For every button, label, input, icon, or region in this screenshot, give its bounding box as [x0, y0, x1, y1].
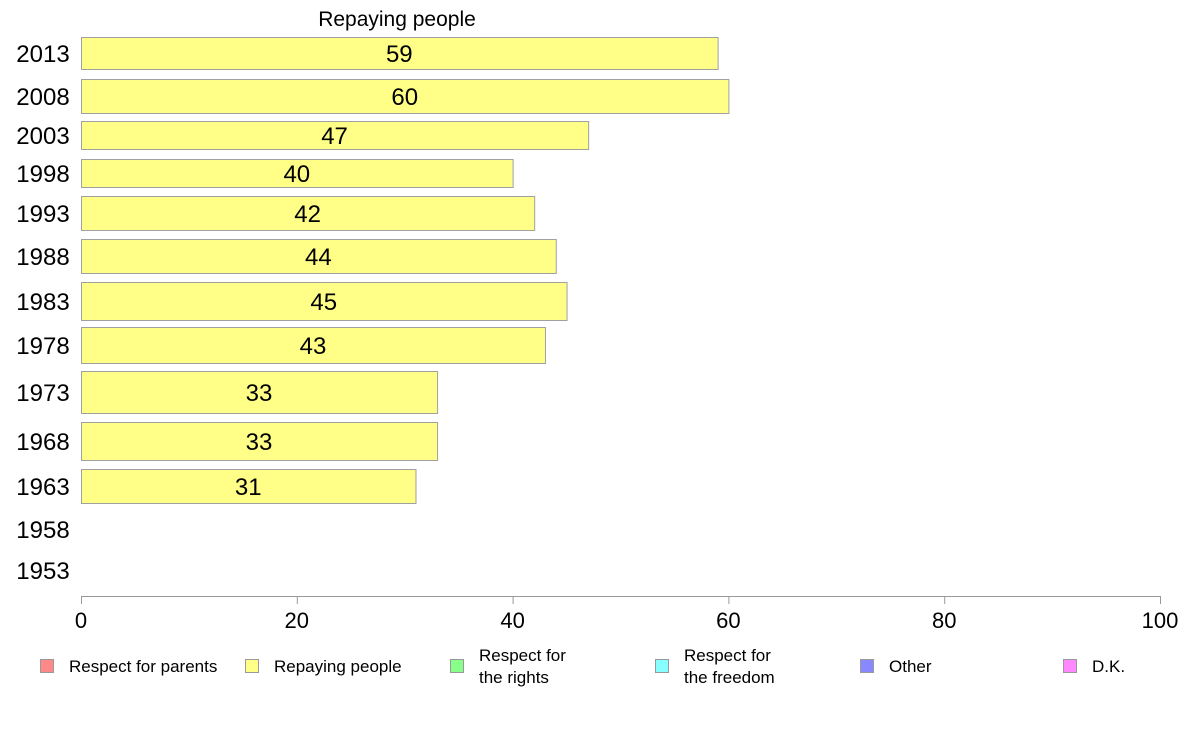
legend-label-respect-for-the-rights: Respect for the rights	[479, 646, 566, 687]
y-tick-label-1988: 1988	[16, 244, 69, 271]
bar-value-label-2003: 47	[321, 123, 348, 150]
bar-2013	[81, 37, 719, 70]
legend-swatch-other	[860, 659, 874, 673]
bar-1968	[81, 422, 439, 461]
bar-1973	[81, 371, 439, 414]
bar-value-label-1983: 45	[310, 289, 337, 316]
bar-value-label-2008: 60	[391, 84, 418, 111]
bar-value-label-1988: 44	[305, 244, 332, 271]
x-tick-label-80: 80	[932, 608, 956, 633]
chart-title: Repaying people	[318, 8, 476, 31]
y-tick-label-1978: 1978	[16, 333, 69, 360]
bar-value-label-1978: 43	[300, 333, 327, 360]
bar-1998	[81, 159, 514, 188]
bar-2008	[81, 79, 730, 114]
bars-layer	[81, 37, 730, 504]
bar-value-label-1968: 33	[246, 429, 273, 456]
bar-1988	[81, 239, 557, 274]
y-tick-label-1958: 1958	[16, 517, 69, 544]
y-tick-label-1973: 1973	[16, 380, 69, 407]
y-tick-label-1993: 1993	[16, 201, 69, 228]
legend-swatch-repaying-people	[245, 659, 259, 673]
y-tick-label-2013: 2013	[16, 41, 69, 68]
bar-value-label-2013: 59	[386, 41, 413, 68]
x-tick-label-100: 100	[1142, 608, 1179, 633]
legend: Respect for parents Repaying people Respec…	[40, 646, 1125, 687]
legend-label-d-k: D.K.	[1092, 657, 1125, 676]
y-tick-label-1998: 1998	[16, 161, 69, 188]
legend-swatch-d-k	[1063, 659, 1077, 673]
legend-label-other: Other	[889, 657, 932, 676]
bar-1963	[81, 469, 417, 504]
legend-label-repaying-people: Repaying people	[274, 657, 402, 676]
bar-2003	[81, 121, 590, 150]
y-tick-label-1963: 1963	[16, 474, 69, 501]
y-tick-label-2008: 2008	[16, 84, 69, 111]
y-tick-label-1983: 1983	[16, 289, 69, 316]
y-tick-label-1953: 1953	[16, 558, 69, 585]
bar-value-label-1993: 42	[294, 201, 321, 228]
bar-value-label-1973: 33	[246, 380, 273, 407]
x-tick-label-40: 40	[500, 608, 524, 633]
y-tick-label-2003: 2003	[16, 123, 69, 150]
y-tick-label-1968: 1968	[16, 429, 69, 456]
bar-value-label-1963: 31	[235, 474, 262, 501]
legend-label-respect-for-the-freedom: Respect for the freedom	[684, 646, 775, 687]
bar-1978	[81, 327, 546, 364]
bar-1993	[81, 196, 536, 231]
x-axis: 0 20 40 60 80 100	[75, 596, 1178, 633]
legend-swatch-respect-for-the-freedom	[655, 659, 669, 673]
legend-label-respect-for-parents: Respect for parents	[69, 657, 217, 676]
bar-labels-layer: 59 60 47 40 42 44 45 43 33 33 31	[235, 41, 418, 501]
y-axis-labels: 2013 2008 2003 1998 1993 1988 1983 1978 1973 1968…	[16, 41, 69, 585]
bar-1983	[81, 282, 568, 321]
x-tick-label-20: 20	[285, 608, 309, 633]
x-tick-label-0: 0	[75, 608, 87, 633]
bar-value-label-1998: 40	[283, 161, 310, 188]
legend-swatch-respect-for-parents	[40, 659, 54, 673]
legend-swatch-respect-for-the-rights	[450, 659, 464, 673]
x-tick-label-60: 60	[716, 608, 740, 633]
